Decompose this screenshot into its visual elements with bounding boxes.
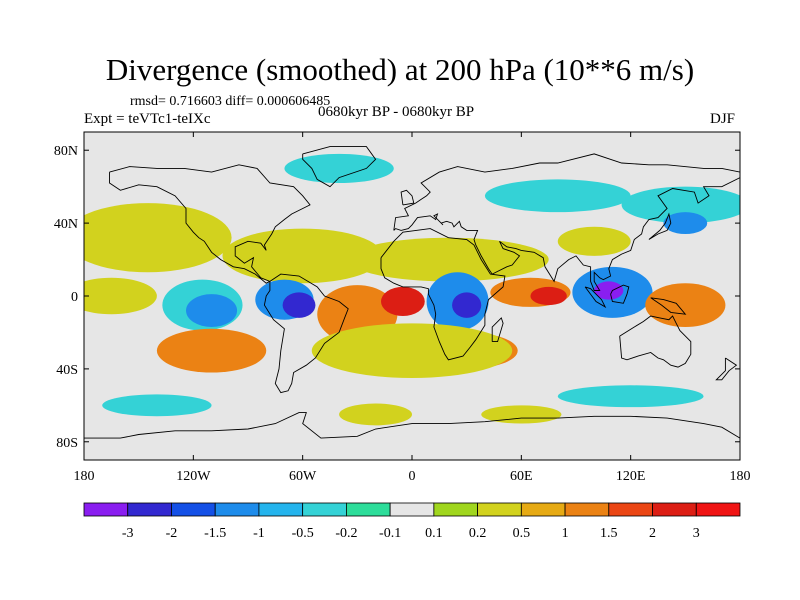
divergence-blob [282,292,316,318]
coastline [302,146,377,188]
colorbar-swatch [214,502,260,517]
page-title: Divergence (smoothed) at 200 hPa (10**6 … [105,52,695,87]
colorbar-label: -1.5 [204,526,226,541]
lon-tick-label: 60W [289,469,317,484]
colorbar: -3 -2 -1.5 -1 -0.5 -0.2 -0.1 0.1 0.2 0.5 1 1.5 2 3 [83,502,741,541]
coastline [393,153,740,291]
axis-ticks: 80N 40N 0 40S 80S 180 120W 60W 0 60E 120E 180 [54,132,751,484]
coastline [380,228,506,361]
divergence-blob [84,277,157,315]
colorbar-label: 3 [693,526,700,541]
colorbar-swatch [389,502,435,517]
colorbar-swatch [652,502,697,517]
divergence-blob [645,283,726,327]
divergence-blob [481,405,562,424]
coastline [648,212,672,240]
divergence-blob [381,286,425,317]
lon-tick-label: 60E [510,469,533,484]
colorbar-label: 1.5 [600,526,618,541]
colorbar-label: -0.5 [292,526,314,541]
colorbar-label: -1 [253,526,265,541]
divergence-blob [102,394,212,417]
colorbar-label: 2 [649,526,656,541]
divergence-blob [663,212,708,235]
divergence-blob [452,292,482,318]
lat-tick-label: 40S [56,363,78,378]
lat-tick-label: 0 [71,290,78,305]
lon-tick-label: 120W [176,469,211,484]
lat-tick-label: 80S [56,436,78,451]
colorbar-label: 0.5 [513,526,531,541]
coastline [650,297,687,315]
coastline [400,189,415,206]
coastline [84,412,740,439]
divergence-blob [594,281,624,300]
colorbar-swatch [477,502,522,517]
divergence-blob [621,186,740,224]
colorbar-swatch [564,502,610,517]
divergence-blob [557,385,704,408]
lon-tick-label: 120E [616,469,646,484]
divergence-blob [186,294,238,327]
divergence-blob [311,323,513,378]
divergence-blob [530,286,567,306]
colorbar-swatch [258,502,304,517]
divergence-blob [484,179,631,213]
lon-tick-label: 180 [74,469,95,484]
colorbar-swatch [127,502,172,517]
coastline [109,164,311,284]
lat-tick-label: 80N [54,144,78,159]
divergence-blob [222,228,383,284]
colorbar-label: -0.2 [335,526,357,541]
divergence-blob [156,328,267,373]
lon-tick-label: 180 [730,469,751,484]
stats-text: rmsd= 0.716603 diff= 0.000606485 [130,94,331,109]
coastline [491,317,504,343]
lat-tick-label: 40N [54,217,78,232]
divergence-blob [339,403,412,426]
divergence-blob [557,226,631,256]
coastline [619,315,692,368]
colorbar-label: -2 [166,526,178,541]
colorbar-swatch [171,502,216,517]
lon-tick-label: 0 [409,469,416,484]
coastline [715,357,738,381]
colorbar-label: 0.1 [425,526,443,541]
divergence-blob [284,153,394,184]
colorbar-label: -0.1 [379,526,401,541]
colorbar-label: 1 [562,526,569,541]
coastline [263,273,349,394]
colorbar-label: -3 [122,526,134,541]
colorbar-swatch [433,502,479,517]
colorbar-swatch [83,502,129,517]
season-label: DJF [710,111,736,127]
coastline [610,284,630,304]
colorbar-swatch [302,502,347,517]
colorbar-label: 0.2 [469,526,487,541]
colorbar-swatch [520,502,566,517]
colorbar-swatch [345,502,391,517]
colorbar-swatch [695,502,741,517]
divergence-field [84,153,740,426]
coastlines [84,146,740,439]
period-label: 0680kyr BP - 0680kyr BP [318,104,475,120]
experiment-label: Expt = teVTc1-teIXc [84,111,211,127]
coastline [584,286,607,309]
divergence-blob [84,203,232,273]
colorbar-swatch [608,502,653,517]
